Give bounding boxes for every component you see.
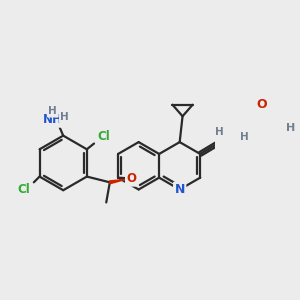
Text: H: H: [60, 112, 69, 122]
Text: Cl: Cl: [17, 183, 30, 196]
Text: H: H: [240, 132, 249, 142]
Text: H: H: [48, 106, 57, 116]
Text: NH: NH: [43, 113, 63, 126]
Polygon shape: [110, 179, 126, 184]
Text: N: N: [175, 183, 185, 196]
Text: O: O: [126, 172, 136, 185]
Text: H: H: [214, 128, 223, 137]
Text: O: O: [257, 98, 267, 111]
Text: H: H: [286, 123, 295, 133]
Text: Cl: Cl: [98, 130, 110, 143]
Text: H: H: [215, 127, 224, 137]
